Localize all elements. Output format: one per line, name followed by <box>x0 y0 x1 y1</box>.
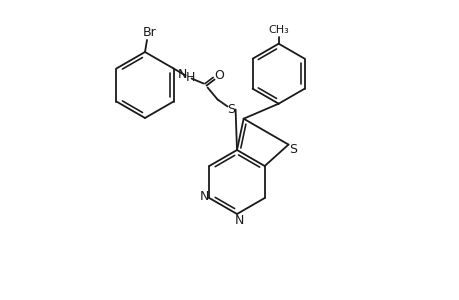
Text: Br: Br <box>143 26 157 38</box>
Text: S: S <box>289 143 297 156</box>
Text: N: N <box>199 190 208 202</box>
Text: N: N <box>234 214 243 226</box>
Text: N: N <box>178 68 187 81</box>
Text: O: O <box>214 69 224 82</box>
Text: S: S <box>227 103 235 116</box>
Text: H: H <box>185 71 195 84</box>
Text: CH₃: CH₃ <box>268 25 288 35</box>
